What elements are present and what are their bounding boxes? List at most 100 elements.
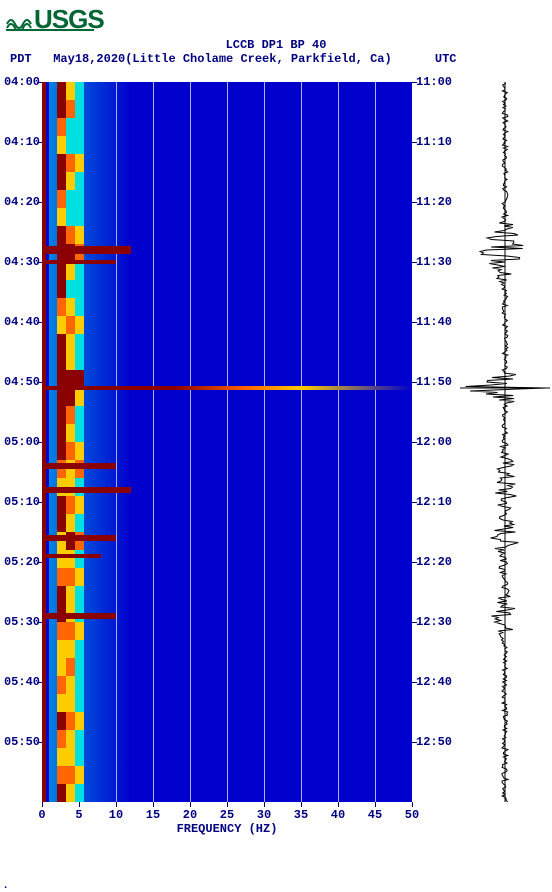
- date-label: May18,2020: [53, 52, 125, 66]
- low-freq-strip: [42, 82, 46, 802]
- pdt-tick-label: 05:20: [2, 556, 40, 568]
- pdt-tick-label: 05:50: [2, 736, 40, 748]
- chart-subtitle: PDT May18,2020(Little Cholame Creek, Par…: [10, 52, 457, 66]
- pdt-axis-labels: 04:0004:1004:2004:3004:4004:5005:0005:10…: [2, 82, 40, 802]
- x-tick: [412, 802, 413, 807]
- y-tick-left: [37, 742, 42, 743]
- x-tick: [375, 802, 376, 807]
- y-tick-right: [412, 742, 417, 743]
- y-tick-left: [37, 682, 42, 683]
- y-tick-left: [37, 442, 42, 443]
- y-tick-left: [37, 502, 42, 503]
- utc-tick-label: 11:50: [416, 376, 456, 388]
- gridline: [301, 82, 302, 802]
- utc-tick-label: 12:30: [416, 616, 456, 628]
- y-tick-right: [412, 502, 417, 503]
- gridline: [264, 82, 265, 802]
- y-tick-right: [412, 442, 417, 443]
- x-tick-label: 20: [178, 808, 202, 822]
- broadband-event: [46, 386, 412, 390]
- gridline: [153, 82, 154, 802]
- x-axis-title: FREQUENCY (HZ): [42, 822, 412, 836]
- x-tick-label: 45: [363, 808, 387, 822]
- gridline: [227, 82, 228, 802]
- broadband-event: [46, 613, 116, 619]
- pdt-tick-label: 05:00: [2, 436, 40, 448]
- x-tick-label: 15: [141, 808, 165, 822]
- spectrogram-plot: [42, 82, 412, 802]
- seismogram-trace: [460, 82, 550, 802]
- x-tick-label: 40: [326, 808, 350, 822]
- pdt-tick-label: 04:40: [2, 316, 40, 328]
- y-tick-left: [37, 562, 42, 563]
- utc-tick-label: 11:00: [416, 76, 456, 88]
- x-tick-label: 50: [400, 808, 424, 822]
- x-tick: [153, 802, 154, 807]
- utc-tick-label: 12:50: [416, 736, 456, 748]
- y-tick-right: [412, 622, 417, 623]
- utc-tick-label: 12:10: [416, 496, 456, 508]
- footer-mark: .: [2, 878, 9, 892]
- broadband-event: [46, 554, 101, 558]
- x-axis-ticks: [42, 802, 412, 808]
- y-tick-right: [412, 142, 417, 143]
- utc-axis-labels: 11:0011:1011:2011:3011:4011:5012:0012:10…: [416, 82, 456, 802]
- x-tick: [79, 802, 80, 807]
- pdt-tick-label: 04:10: [2, 136, 40, 148]
- y-tick-left: [37, 142, 42, 143]
- utc-tick-label: 12:40: [416, 676, 456, 688]
- hot-freq-column: [66, 82, 75, 802]
- utc-tick-label: 11:10: [416, 136, 456, 148]
- hot-freq-column: [75, 82, 85, 802]
- y-tick-left: [37, 322, 42, 323]
- broadband-event: [46, 246, 131, 254]
- utc-tick-label: 11:20: [416, 196, 456, 208]
- x-tick: [227, 802, 228, 807]
- x-tick-label: 35: [289, 808, 313, 822]
- x-tick: [190, 802, 191, 807]
- x-tick: [116, 802, 117, 807]
- utc-tick-label: 12:00: [416, 436, 456, 448]
- gridline: [375, 82, 376, 802]
- y-tick-right: [412, 202, 417, 203]
- tz-right-label: UTC: [435, 52, 457, 66]
- broadband-event: [46, 260, 116, 264]
- hot-freq-column: [57, 82, 66, 802]
- tz-left-label: PDT: [10, 52, 32, 66]
- utc-tick-label: 11:30: [416, 256, 456, 268]
- utc-tick-label: 12:20: [416, 556, 456, 568]
- location-label: (Little Cholame Creek, Parkfield, Ca): [125, 52, 391, 66]
- gridline: [190, 82, 191, 802]
- x-tick: [264, 802, 265, 807]
- pdt-tick-label: 05:40: [2, 676, 40, 688]
- usgs-wave-icon: [6, 12, 32, 30]
- x-tick: [338, 802, 339, 807]
- y-tick-left: [37, 202, 42, 203]
- x-tick-label: 5: [67, 808, 91, 822]
- x-tick-label: 0: [30, 808, 54, 822]
- x-tick-label: 30: [252, 808, 276, 822]
- y-tick-left: [37, 82, 42, 83]
- broadband-event: [46, 463, 116, 469]
- y-tick-left: [37, 382, 42, 383]
- broadband-event: [46, 487, 131, 493]
- y-tick-right: [412, 562, 417, 563]
- pdt-tick-label: 05:10: [2, 496, 40, 508]
- y-tick-right: [412, 82, 417, 83]
- utc-tick-label: 11:40: [416, 316, 456, 328]
- x-tick: [301, 802, 302, 807]
- y-tick-left: [37, 622, 42, 623]
- pdt-tick-label: 04:20: [2, 196, 40, 208]
- y-tick-right: [412, 382, 417, 383]
- x-tick-label: 10: [104, 808, 128, 822]
- gridline: [338, 82, 339, 802]
- y-tick-right: [412, 322, 417, 323]
- logo-underline: [6, 29, 94, 31]
- pdt-tick-label: 05:30: [2, 616, 40, 628]
- x-tick-label: 25: [215, 808, 239, 822]
- y-tick-left: [37, 262, 42, 263]
- pdt-tick-label: 04:30: [2, 256, 40, 268]
- y-tick-right: [412, 682, 417, 683]
- pdt-tick-label: 04:00: [2, 76, 40, 88]
- y-tick-right: [412, 262, 417, 263]
